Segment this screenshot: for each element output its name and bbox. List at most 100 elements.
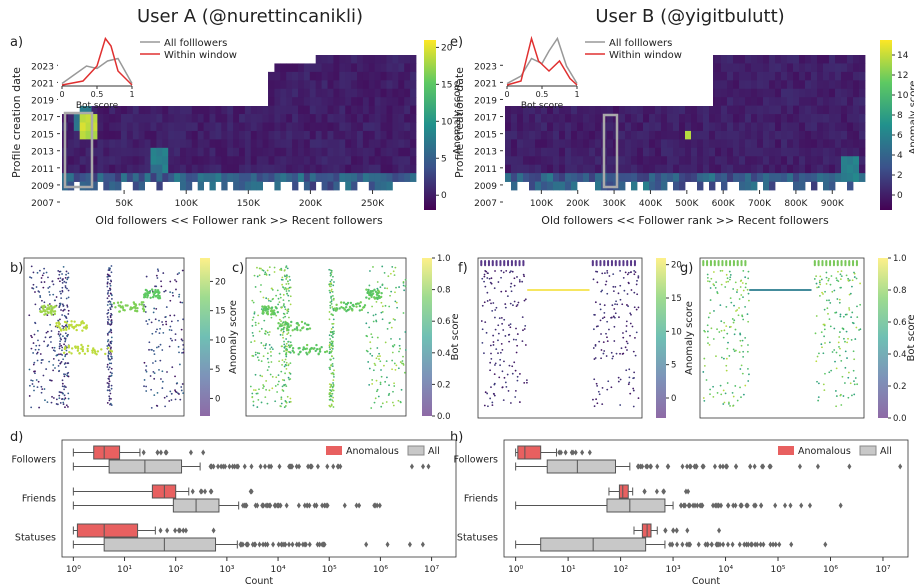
scatter-point [330, 358, 332, 361]
heat-cell [637, 105, 644, 115]
heat-cell [79, 130, 86, 140]
scatter-point [107, 278, 109, 281]
scatter-point [254, 353, 257, 356]
scatter-point [51, 306, 55, 309]
scatter-point [252, 355, 255, 357]
scatter-point [100, 348, 103, 351]
heat-cell [357, 105, 364, 115]
scatter-point [59, 337, 62, 340]
colorbar-tick-label: 10 [215, 336, 226, 346]
heat-cell [404, 122, 411, 132]
scatter-point [342, 306, 345, 310]
heat-cell [595, 156, 602, 166]
heat-cell [150, 122, 157, 132]
heat-cell [673, 181, 680, 191]
scatter-point [34, 348, 37, 351]
scatter-point [58, 304, 61, 307]
scatter-point [37, 380, 40, 383]
scatter-point [60, 360, 63, 363]
scatter-point [145, 365, 148, 367]
scatter-point [599, 303, 602, 306]
scatter-point [295, 322, 298, 325]
heat-cell [859, 130, 866, 140]
heat-cell [268, 114, 275, 123]
heat-cell [362, 71, 370, 81]
heat-cell [309, 130, 317, 140]
heat-cell [775, 63, 782, 73]
outlier [227, 463, 232, 470]
scatter-point [487, 405, 489, 408]
heat-cell [793, 105, 800, 115]
heat-cell [67, 156, 75, 166]
scatter-point [331, 355, 334, 358]
heat-cell [362, 63, 370, 73]
heat-cell [286, 173, 293, 182]
scatter-point [612, 290, 615, 293]
scatter-point [398, 350, 400, 353]
scatter-point [284, 358, 287, 361]
heat-cell [619, 122, 626, 132]
heat-cell [829, 139, 836, 149]
heat-cell [607, 114, 614, 123]
scatter-point [733, 319, 736, 322]
heat-cell [156, 105, 163, 115]
heat-cell [505, 156, 512, 166]
scatter-point [731, 318, 734, 320]
heat-cell [829, 80, 836, 90]
heat-cell [156, 147, 163, 157]
heat-cell [97, 105, 104, 115]
heat-cell [185, 122, 193, 132]
outlier [709, 541, 714, 548]
heat-cell [751, 147, 758, 157]
scatter-point [161, 349, 164, 351]
heat-cell [67, 139, 75, 149]
scatter-point [65, 297, 68, 300]
heat-cell [859, 164, 866, 174]
scatter-point [390, 326, 393, 329]
scatter-point [821, 346, 823, 349]
heat-cell [511, 173, 518, 182]
scatter-point [607, 264, 610, 267]
heat-cell [410, 88, 417, 98]
scatter-point [501, 386, 504, 389]
heat-cell [79, 105, 86, 115]
scatter-point [853, 383, 856, 386]
scatter-point [77, 347, 80, 350]
scatter-point [282, 390, 285, 392]
scatter-point [315, 343, 318, 347]
heat-cell [811, 164, 818, 174]
heat-cell [811, 147, 818, 157]
scatter-point [29, 276, 31, 279]
scatter-point [375, 320, 378, 323]
heat-cell [535, 114, 542, 123]
scatter-point [703, 364, 706, 367]
heat-cell [103, 147, 110, 157]
heat-cell [339, 105, 346, 115]
scatter-point [40, 361, 43, 364]
scatter-point [108, 366, 111, 369]
scatter-point [331, 323, 334, 325]
scatter-point [307, 351, 311, 354]
scatter-point [169, 291, 172, 294]
scatter-point [381, 283, 384, 286]
scatter-point [855, 277, 858, 280]
scatter-point [108, 295, 110, 297]
scatter-point [384, 380, 387, 383]
heat-cell [619, 181, 626, 191]
heat-cell [368, 105, 376, 115]
scatter-point [119, 301, 123, 304]
heat-cell [595, 173, 602, 182]
heat-cell [197, 181, 204, 191]
scatter-point [266, 331, 269, 334]
heat-cell [805, 71, 812, 81]
heat-cell [853, 55, 860, 64]
heat-cell [315, 164, 322, 174]
scatter-point [106, 285, 109, 288]
heat-cell [535, 130, 542, 140]
heat-cell [321, 173, 328, 182]
scatter-point [632, 389, 635, 392]
scatter-point [518, 279, 521, 281]
heat-cell [793, 80, 800, 90]
scatter-point [288, 286, 291, 289]
heat-cell [631, 105, 638, 115]
